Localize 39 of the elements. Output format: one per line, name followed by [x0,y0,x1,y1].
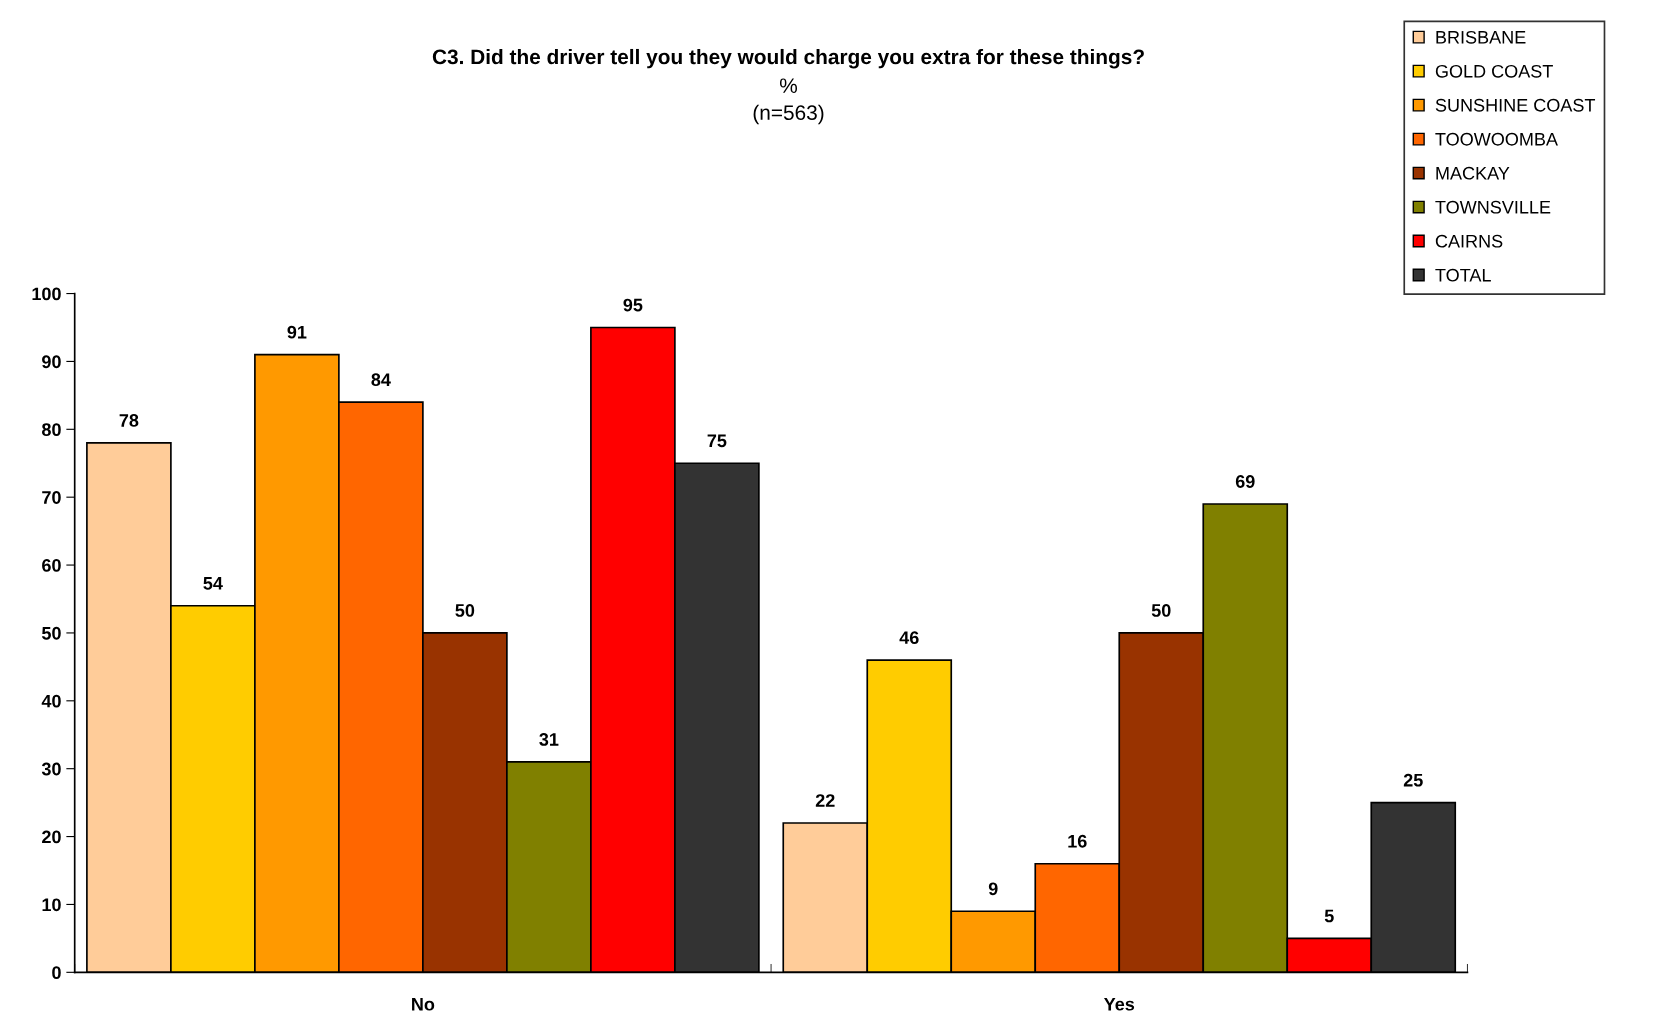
y-tick-label: 50 [41,626,61,640]
data-label: 91 [287,325,307,339]
data-label: 16 [1068,834,1087,848]
y-tick-label: 40 [41,694,61,708]
data-label: 25 [1403,773,1423,787]
legend-label: MACKAY [1436,166,1510,180]
data-label: 46 [899,631,919,645]
y-tick-label: 90 [42,355,61,369]
legend-label: SUNSHINE COAST [1435,98,1596,112]
chart-subtitle: % (n=563) [753,78,824,125]
data-label: 50 [1151,604,1171,617]
data-label: 69 [1235,475,1255,488]
y-tick-label: 70 [42,491,61,504]
data-label: 31 [539,733,559,746]
y-tick-label: 100 [32,287,61,301]
legend-label: BRISBANE [1436,30,1526,44]
y-tick-label: 30 [41,762,61,776]
y-tick-label: 0 [52,966,61,980]
legend-label: GOLD COAST [1435,64,1553,78]
data-label: 5 [1324,909,1334,923]
data-label: 54 [203,577,223,590]
data-label: 78 [119,414,139,427]
legend-label: TOWNSVILLE [1435,200,1551,214]
data-label: 84 [371,373,391,387]
data-label: 22 [815,794,835,807]
legend-label: TOOWOOMBA [1435,132,1558,146]
data-label: 75 [707,434,727,448]
chart-title: C3. Did the driver tell you they would charge you extra for these things? [432,48,1144,69]
x-tick-label: No [412,997,435,1011]
legend-label: TOTAL [1435,268,1491,282]
data-label: 95 [623,298,643,312]
legend-label: CAIRNS [1435,234,1503,248]
y-tick-label: 80 [42,423,61,437]
data-label: 50 [455,604,475,617]
y-tick-label: 60 [42,558,61,572]
data-label: 9 [988,882,998,896]
x-tick-label: Yes [1104,997,1135,1011]
y-tick-label: 10 [42,898,61,912]
y-tick-label: 20 [42,830,61,844]
